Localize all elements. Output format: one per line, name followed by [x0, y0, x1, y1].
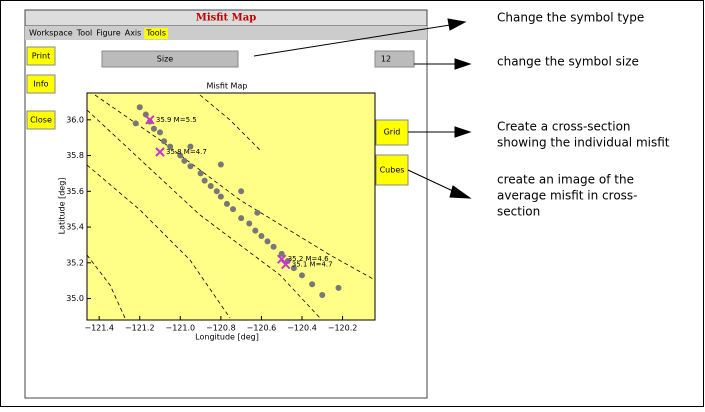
x-tick-label: −120.2 [328, 324, 358, 333]
symbol-size-popup[interactable] [374, 50, 415, 68]
menu-bar [25, 26, 427, 40]
annotation: showing the individual misfit [497, 136, 670, 150]
plot-area [86, 92, 376, 321]
button-label: Grid [384, 128, 401, 137]
x-tick-label: −121.4 [84, 324, 114, 333]
event-marker [145, 115, 155, 125]
quake-point [161, 138, 168, 145]
x-tick-label: −121.2 [125, 324, 155, 333]
y-tick-label: 35.8 [66, 151, 84, 160]
print-button[interactable] [26, 46, 56, 66]
quake-point [213, 188, 220, 195]
quake-point [132, 120, 139, 127]
menu-item: Axis [125, 29, 142, 38]
x-tick-label: −120.6 [247, 324, 277, 333]
close-button[interactable] [26, 110, 56, 130]
menu-item-highlight [144, 28, 169, 39]
quake-point [230, 206, 237, 213]
quake-point [264, 238, 271, 245]
y-tick-label: 35.0 [66, 294, 84, 303]
y-tick-label: 35.4 [66, 223, 84, 232]
event-marker [155, 147, 165, 157]
grid-button[interactable] [375, 119, 409, 146]
button-label: Close [30, 116, 52, 125]
y-tick-label: 35.2 [66, 258, 84, 267]
button-label: Cubes [380, 166, 405, 175]
annotation: Create a cross-section [497, 120, 631, 134]
quake-point [207, 182, 214, 189]
quake-point [223, 200, 230, 207]
quake-point [298, 272, 305, 279]
quake-point [181, 157, 188, 164]
x-tick-label: −120.4 [287, 324, 317, 333]
plot-title: Misfit Map [207, 82, 248, 91]
annotation: create an image of the [497, 173, 634, 187]
quake-point [217, 161, 224, 168]
quake-point [246, 220, 253, 227]
quake-point [136, 104, 143, 111]
quake-point [187, 143, 194, 150]
quake-point [187, 163, 194, 170]
menu-item: Figure [96, 29, 121, 38]
annotation: Change the symbol type [497, 11, 644, 25]
x-tick-label: −120.8 [206, 324, 236, 333]
quake-point [254, 209, 261, 216]
annotation: section [497, 205, 540, 219]
popup-label: 12 [381, 55, 391, 64]
quake-point [258, 232, 265, 239]
menu-item: Tool [76, 29, 93, 38]
y-tick-label: 35.6 [66, 187, 84, 196]
menu-item: Tools [145, 29, 166, 38]
plot: −121.4 −121.2 −121.0 −120.8 −120.6 −120.4 −120… [66, 104, 358, 333]
quake-point [157, 129, 164, 136]
event-label: 35.1 M=4.7 [292, 261, 333, 269]
quake-point [167, 143, 174, 150]
event-label: 35.2 M=4.6 [288, 255, 329, 263]
annotation: change the symbol size [497, 55, 639, 69]
quake-point [238, 188, 245, 195]
quake-point [252, 227, 259, 234]
quake-point [278, 250, 285, 257]
x-tick-label: −121.0 [165, 324, 195, 333]
quake-point [309, 281, 316, 288]
symbol-type-popup[interactable] [101, 50, 239, 68]
menu: Workspace Tool Figure Axis Tools [29, 28, 169, 39]
fault-lines [86, 94, 376, 319]
quake-point [290, 265, 297, 272]
arrows [253, 18, 472, 199]
y-axis-label: Latitude [deg] [58, 178, 67, 235]
menu-item: Workspace [29, 29, 73, 38]
event-label: 35.8 M=4.7 [166, 148, 207, 156]
x-axis-label: Longitude [deg] [195, 333, 259, 342]
popup-label: Size [157, 55, 174, 64]
quake-point [270, 243, 277, 250]
event-marker [281, 259, 291, 270]
quake-point [150, 125, 157, 132]
annotation: average misfit in cross- [497, 189, 638, 203]
window-title: Misfit Map [196, 13, 256, 24]
quake-point [335, 284, 342, 291]
quake-point [217, 193, 224, 200]
quake-point [319, 291, 326, 298]
y-tick-label: 36.0 [66, 115, 84, 124]
button-label: Print [32, 52, 50, 61]
quake-point [238, 215, 245, 222]
button-label: Info [33, 80, 48, 89]
quake-point [177, 152, 184, 159]
quake-point [197, 170, 204, 177]
quake-point [201, 177, 208, 184]
event-label: 35.9 M=5.5 [156, 116, 197, 124]
info-button[interactable] [26, 74, 56, 94]
